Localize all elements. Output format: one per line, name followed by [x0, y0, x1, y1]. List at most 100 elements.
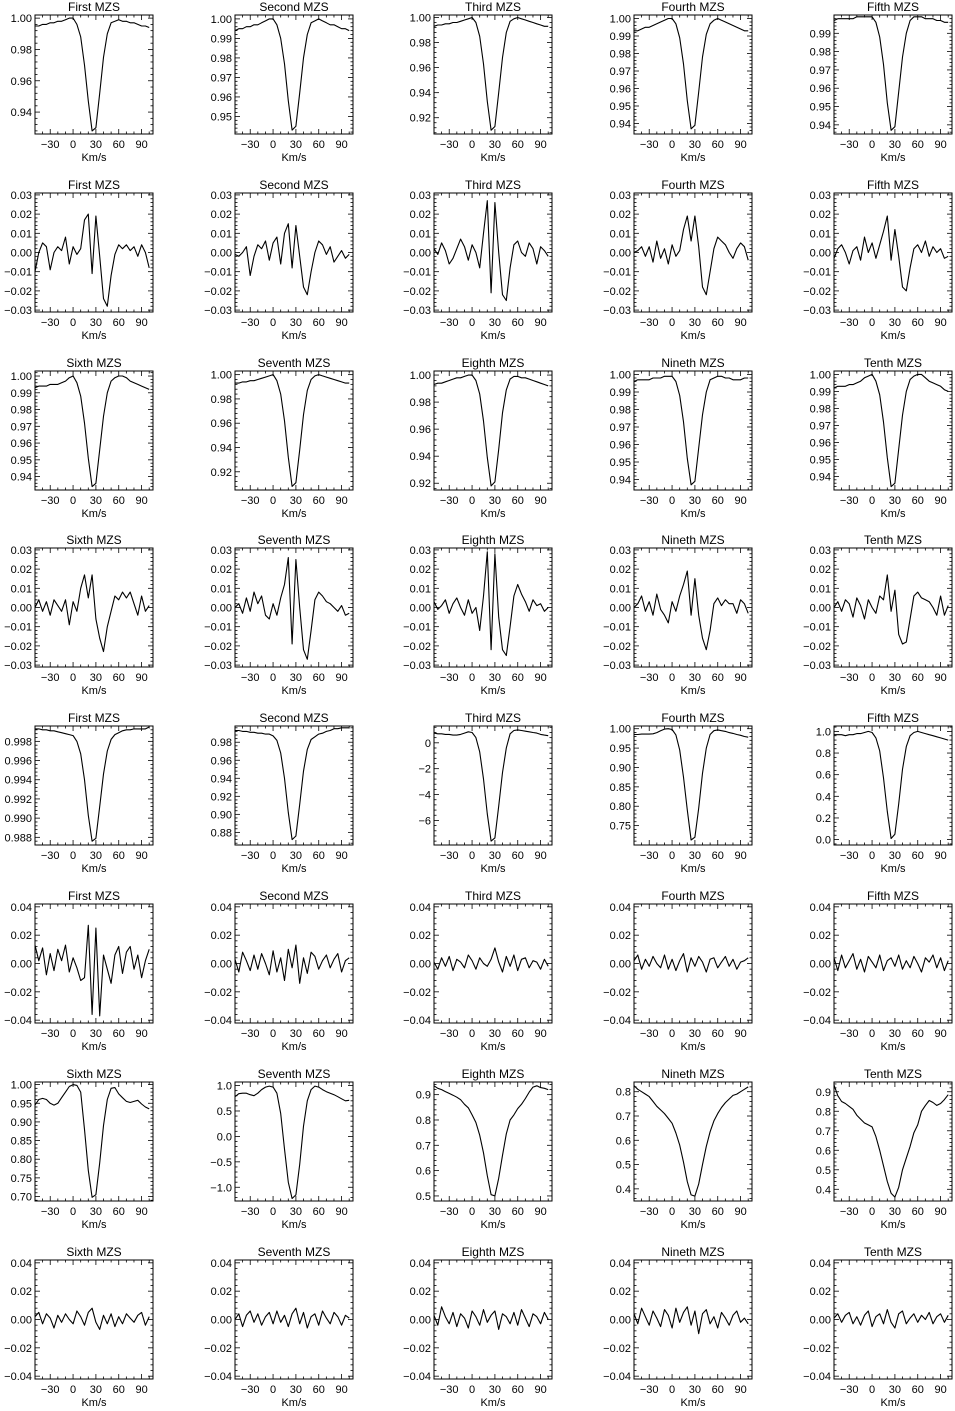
panel-title: Fifth MZS — [867, 0, 919, 14]
x-tick-label: 30 — [889, 495, 901, 507]
x-tick-label: 60 — [512, 850, 524, 862]
x-tick-label: −30 — [241, 850, 260, 862]
x-tick-label: 0 — [869, 1384, 875, 1396]
plot-frame — [34, 1081, 154, 1202]
y-tick-label: 0.00 — [211, 1315, 232, 1327]
y-tick-label: −0.02 — [403, 286, 431, 298]
y-tick-label: 0.97 — [11, 421, 32, 433]
x-tick-label: 60 — [113, 850, 125, 862]
x-tick-label: 60 — [912, 850, 924, 862]
y-tick-label: 0.02 — [810, 209, 831, 221]
y-tick-label: −0.03 — [204, 305, 232, 317]
x-tick-label: 30 — [489, 672, 501, 684]
x-tick-label: −30 — [440, 139, 459, 151]
plot-frame — [34, 370, 154, 491]
panel-23: Third MZS −30 0 30 60 90 Km/s −6 −4 −2 0 — [418, 711, 553, 875]
profile-line — [834, 730, 949, 840]
y-tick-label: 0.8 — [816, 1106, 831, 1118]
panel-title: Third MZS — [465, 711, 521, 725]
x-tick-label: 90 — [934, 317, 946, 329]
panel-title: Eighth MZS — [462, 1067, 525, 1081]
x-tick-label: 30 — [889, 672, 901, 684]
y-tick-label: 0.98 — [211, 53, 232, 65]
y-tick-label: 0.98 — [410, 397, 431, 409]
x-tick-label: −30 — [440, 495, 459, 507]
y-tick-label: 0.95 — [610, 457, 631, 469]
panel-5: Fifth MZS −30 0 30 60 90 Km/s 0.94 0.95 0.96 0.97 0… — [810, 0, 953, 164]
y-tick-label: 0.85 — [610, 782, 631, 794]
y-tick-label: 0.95 — [610, 101, 631, 113]
profile-line — [34, 924, 150, 1017]
panel-title: Sixth MZS — [66, 533, 121, 547]
panel-title: Sixth MZS — [66, 1067, 121, 1081]
x-tick-label: 60 — [912, 1206, 924, 1218]
profile-line — [34, 1084, 150, 1198]
panel-36: Sixth MZS −30 0 30 60 90 Km/s −0.04 −0.02 0.00 0.0… — [4, 1245, 154, 1409]
x-tick-label: 60 — [313, 672, 325, 684]
y-tick-label: −0.03 — [403, 305, 431, 317]
x-tick-label: 90 — [934, 139, 946, 151]
y-tick-label: 0.04 — [610, 1258, 631, 1270]
profile-line — [235, 727, 350, 841]
x-tick-label: 0 — [70, 1384, 76, 1396]
x-tick-label: 30 — [290, 317, 302, 329]
x-axis-label: Km/s — [81, 685, 107, 697]
x-tick-label: 0 — [270, 139, 276, 151]
x-axis-label: Km/s — [880, 863, 906, 875]
x-tick-label: 90 — [135, 317, 147, 329]
plot-frame — [34, 14, 154, 135]
x-tick-label: 90 — [335, 495, 347, 507]
y-tick-label: 0.03 — [11, 545, 32, 557]
x-tick-label: 60 — [912, 1028, 924, 1040]
x-axis-label: Km/s — [281, 508, 307, 520]
panel-title: Third MZS — [465, 889, 521, 903]
panel-12: Seventh MZS −30 0 30 60 90 Km/s 0.92 0.94 0.96 0.9… — [211, 356, 354, 520]
y-tick-label: −1.0 — [210, 1182, 232, 1194]
x-axis-label: Km/s — [281, 685, 307, 697]
y-tick-label: −0.03 — [603, 305, 631, 317]
profile-line — [833, 215, 949, 292]
y-tick-label: 0 — [425, 738, 431, 750]
y-tick-label: 0.02 — [211, 564, 232, 576]
panel-40: Tenth MZS −30 0 30 60 90 Km/s −0.04 −0.02 0.00 0.0… — [803, 1245, 953, 1409]
x-axis-label: Km/s — [480, 1397, 506, 1409]
y-tick-label: −0.01 — [4, 267, 32, 279]
y-tick-label: 0.98 — [610, 49, 631, 61]
panel-6: First MZS −30 0 30 60 90 Km/s −0.03 −0.02 −0.01 0.… — [4, 178, 154, 342]
panel-title: Eighth MZS — [462, 356, 525, 370]
x-tick-label: 30 — [90, 672, 102, 684]
y-tick-label: 0.02 — [410, 1286, 431, 1298]
panel-24: Fourth MZS −30 0 30 60 90 Km/s 0.75 0.80 0.85 0.90… — [610, 711, 753, 875]
panel-25: Fifth MZS −30 0 30 60 90 Km/s 0.0 0.2 0.4 0.6 0.8 1.… — [816, 711, 953, 875]
panel-32: Seventh MZS −30 0 30 60 90 Km/s −1.0 −0.5 0.0 0.5 1… — [210, 1067, 354, 1231]
x-tick-label: −30 — [41, 317, 60, 329]
plot-frame — [433, 370, 553, 491]
y-tick-label: 0.99 — [211, 33, 232, 45]
y-tick-label: −0.01 — [803, 622, 831, 634]
profile-line — [633, 215, 749, 296]
x-tick-label: 60 — [313, 850, 325, 862]
panel-34: Nineth MZS −30 0 30 60 90 Km/s 0.4 0.5 0.6 0.7 0.8 — [616, 1067, 753, 1231]
x-axis-label: Km/s — [880, 152, 906, 164]
x-tick-label: 30 — [290, 139, 302, 151]
y-tick-label: 0.95 — [810, 102, 831, 114]
panel-title: Sixth MZS — [66, 1245, 121, 1259]
panel-11: Sixth MZS −30 0 30 60 90 Km/s 0.94 0.95 0.96 0.97 0… — [11, 356, 154, 520]
y-tick-label: 0.04 — [11, 1258, 32, 1270]
panel-title: Seventh MZS — [258, 356, 331, 370]
y-tick-label: 0.94 — [410, 88, 431, 100]
y-tick-label: 0.00 — [610, 603, 631, 615]
y-tick-label: 0.98 — [410, 38, 431, 50]
y-tick-label: 0.01 — [11, 583, 32, 595]
x-tick-label: 60 — [113, 1384, 125, 1396]
panel-title: Fifth MZS — [867, 178, 919, 192]
x-tick-label: −30 — [640, 317, 659, 329]
x-tick-label: 90 — [335, 672, 347, 684]
x-tick-label: −30 — [41, 850, 60, 862]
y-tick-label: 0.96 — [410, 63, 431, 75]
x-tick-label: −30 — [41, 139, 60, 151]
y-tick-label: 0.94 — [810, 471, 831, 483]
x-tick-label: −30 — [241, 1206, 260, 1218]
x-tick-label: 90 — [734, 850, 746, 862]
profile-line — [34, 1307, 150, 1330]
